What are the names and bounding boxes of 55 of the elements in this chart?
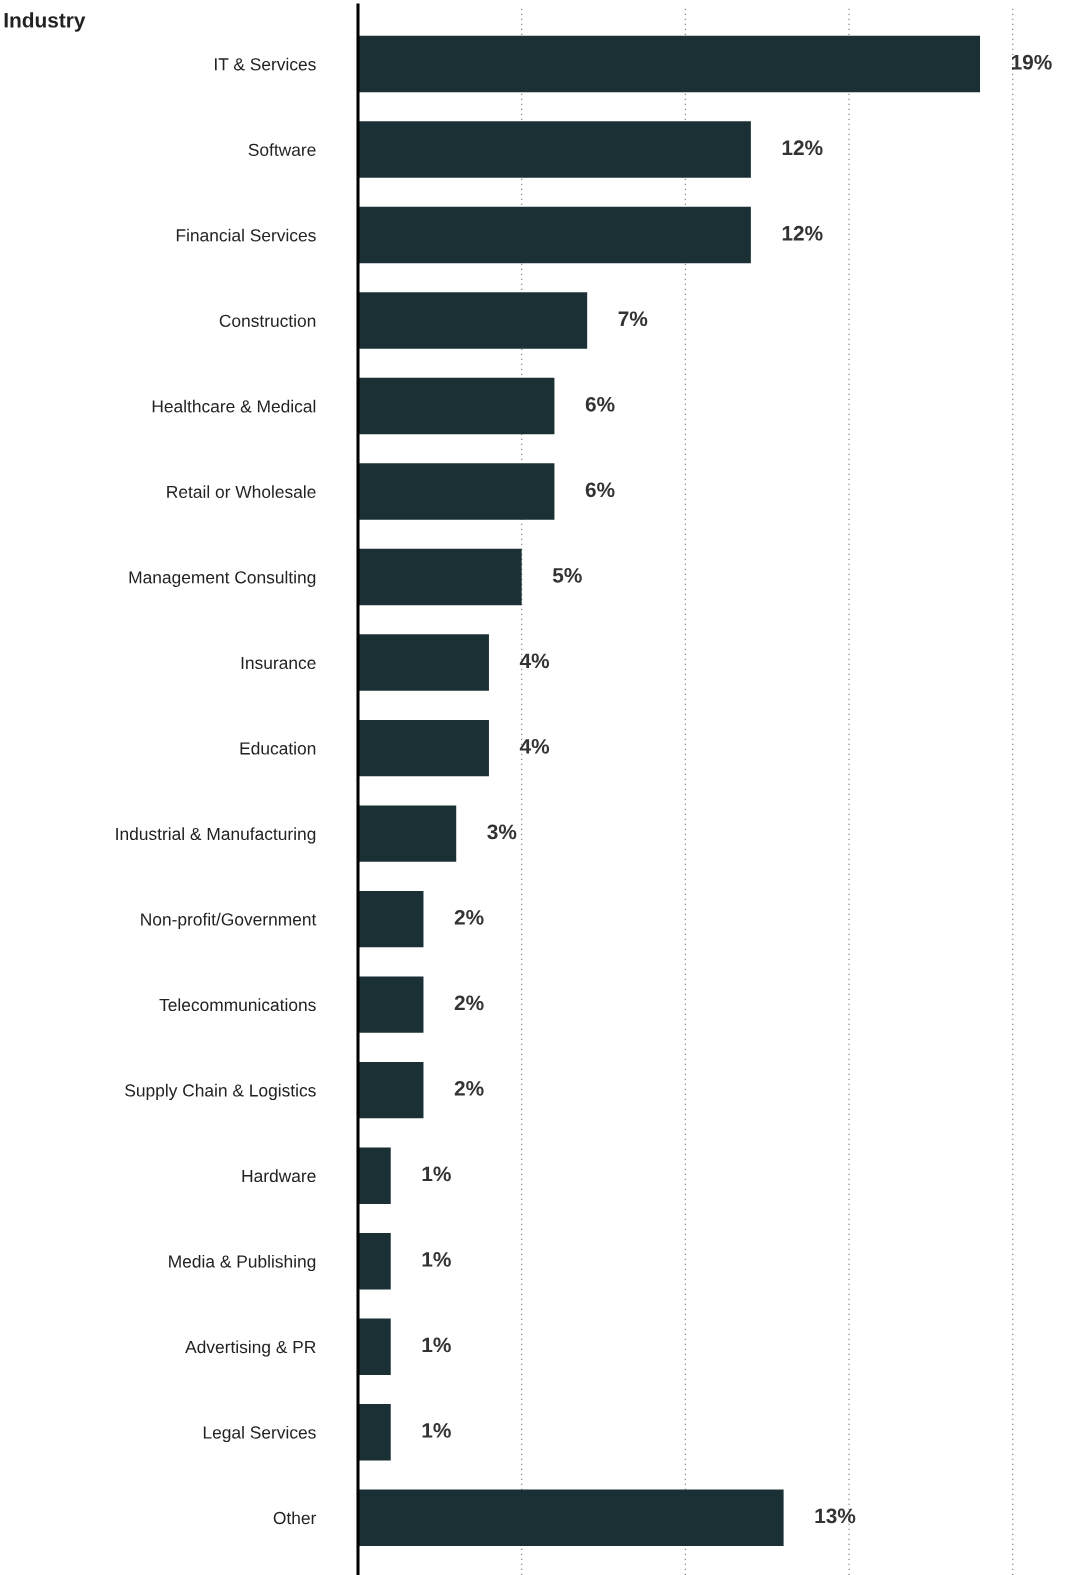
data-label: 2% xyxy=(454,909,484,925)
data-label: 1% xyxy=(422,1252,451,1267)
y-tick-label: Legal Services xyxy=(203,1425,316,1443)
y-tick-label: Non-profit/Government xyxy=(141,912,317,930)
y-tick-label: Education xyxy=(240,741,316,755)
bar xyxy=(358,292,588,349)
data-label: 5% xyxy=(552,567,582,583)
y-tick-label: Industrial & Manufacturing xyxy=(116,827,316,844)
y-tick-label: Telecommunications xyxy=(159,998,316,1012)
data-label: 12% xyxy=(782,225,823,241)
data-label: 2% xyxy=(454,1080,484,1096)
bar xyxy=(358,463,555,520)
y-tick-label: Insurance xyxy=(241,656,316,670)
y-tick-label: Retail or Wholesale xyxy=(167,485,316,499)
data-label: 4% xyxy=(519,738,550,754)
y-tick-label: Management Consulting xyxy=(129,570,316,587)
bar xyxy=(358,976,424,1033)
y-tick-label: IT & Services xyxy=(215,57,316,71)
data-label: 6% xyxy=(585,396,615,412)
bar xyxy=(358,1232,391,1290)
y-tick-label: Healthcare & Medical xyxy=(152,399,316,413)
data-label: 6% xyxy=(585,482,615,498)
data-label: 2% xyxy=(454,995,484,1011)
bar xyxy=(358,1489,784,1546)
bar xyxy=(358,35,981,93)
data-label: 1% xyxy=(422,1166,451,1182)
y-tick-label: Construction xyxy=(219,314,316,327)
bar xyxy=(358,805,457,862)
bar xyxy=(358,890,424,948)
bar xyxy=(358,1403,391,1461)
bar xyxy=(358,206,751,264)
bar xyxy=(358,1147,391,1204)
bar xyxy=(358,121,751,178)
y-tick-label: Advertising & PR xyxy=(185,1340,316,1357)
y-tick-label: Financial Services xyxy=(176,228,316,242)
bar xyxy=(358,1318,391,1375)
data-label: 19% xyxy=(1011,54,1052,70)
bar xyxy=(358,377,555,435)
y-tick-label: Supply Chain & Logistics xyxy=(125,1083,316,1101)
data-label: 13% xyxy=(815,1508,856,1524)
data-label: 1% xyxy=(422,1423,451,1438)
y-tick-label: Hardware xyxy=(242,1169,316,1183)
bar xyxy=(358,634,489,691)
bar xyxy=(358,719,489,777)
y-tick-label: Other xyxy=(273,1511,317,1525)
data-label: 1% xyxy=(422,1337,451,1353)
data-label: 4% xyxy=(519,653,550,669)
data-label: 3% xyxy=(487,824,517,840)
text: Industry xyxy=(4,12,86,32)
y-tick-label: Media & Publishing xyxy=(169,1254,316,1272)
bar xyxy=(358,548,522,606)
bar xyxy=(358,1061,424,1119)
data-label: 7% xyxy=(618,311,648,327)
y-tick-label: Software xyxy=(248,143,316,156)
data-label: 12% xyxy=(782,140,823,156)
